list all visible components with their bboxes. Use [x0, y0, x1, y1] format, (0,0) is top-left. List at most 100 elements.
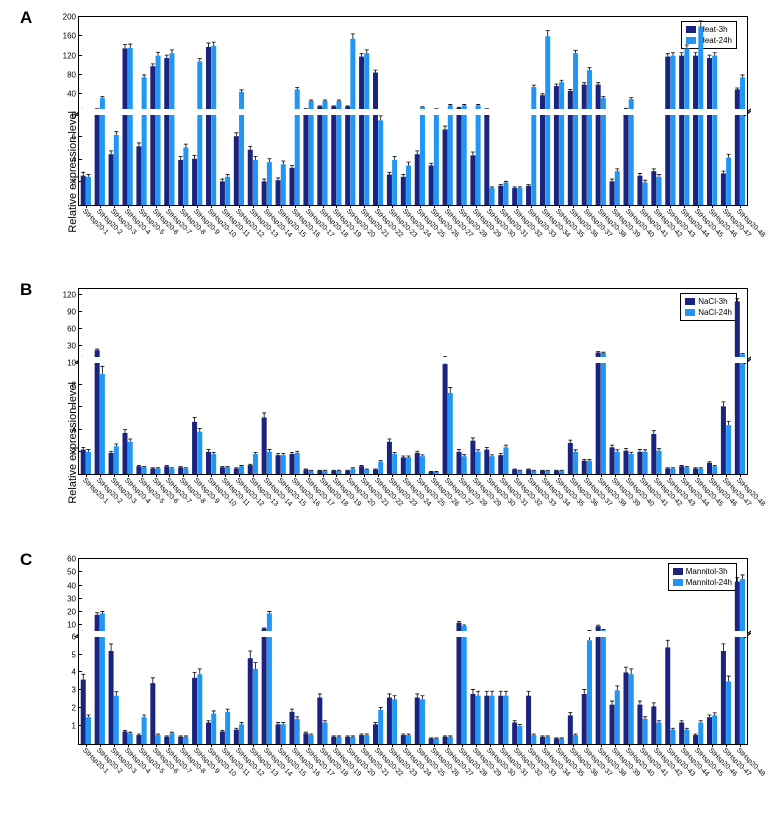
bar	[114, 135, 119, 205]
panel-label: B	[20, 280, 32, 300]
bar	[114, 696, 119, 744]
error-bar	[81, 447, 85, 449]
error-bar	[281, 161, 285, 164]
bar	[281, 455, 286, 474]
bar	[629, 454, 634, 474]
bar	[150, 66, 155, 205]
bar	[596, 626, 601, 744]
bar	[610, 705, 615, 744]
error-bar	[518, 187, 522, 188]
bar	[156, 56, 161, 205]
error-bar	[741, 575, 745, 579]
bar	[86, 452, 91, 474]
error-bar	[240, 465, 244, 466]
bar	[615, 690, 620, 744]
error-bar	[95, 613, 99, 615]
bar	[406, 735, 411, 744]
bar	[136, 146, 141, 205]
error-bar	[281, 453, 285, 455]
error-bar	[206, 450, 210, 452]
error-bar	[184, 144, 188, 147]
y-tick: 80	[67, 70, 79, 79]
error-bar	[504, 445, 508, 447]
error-bar	[499, 185, 503, 186]
error-bar	[568, 440, 572, 443]
error-bar	[379, 707, 383, 710]
bar	[303, 733, 308, 744]
error-bar	[253, 156, 257, 159]
bar	[136, 466, 141, 474]
bar	[490, 456, 495, 474]
y-axis-label: Relative expression level	[67, 111, 79, 233]
y-tick: 4	[72, 425, 79, 434]
error-bar	[387, 694, 391, 698]
bar	[434, 109, 439, 205]
error-bar	[610, 701, 614, 705]
error-bar	[360, 465, 364, 466]
error-bar	[560, 80, 564, 82]
error-bar	[248, 464, 252, 465]
bar	[587, 461, 592, 474]
bar	[392, 699, 397, 744]
bar	[582, 694, 587, 744]
bar	[289, 712, 294, 744]
bar	[498, 455, 503, 474]
error-bar	[694, 53, 698, 56]
bar	[476, 452, 481, 474]
error-bar	[179, 467, 183, 468]
y-tick: 60	[67, 324, 79, 333]
error-bar	[587, 68, 591, 70]
bar	[693, 56, 698, 205]
bar	[540, 737, 545, 744]
bar	[476, 105, 481, 205]
bar	[183, 147, 188, 205]
bar	[122, 433, 127, 474]
error-bar	[741, 353, 745, 354]
bar	[197, 61, 202, 205]
bar	[651, 706, 656, 744]
bar	[401, 457, 406, 474]
bar	[735, 89, 740, 205]
bar	[684, 467, 689, 474]
bar	[197, 432, 202, 474]
bar	[643, 719, 648, 744]
bar	[559, 82, 564, 205]
bar	[517, 726, 522, 744]
error-bar	[401, 175, 405, 177]
bar	[420, 107, 425, 205]
error-bar	[234, 133, 238, 136]
bar	[712, 466, 717, 474]
bar	[503, 447, 508, 474]
bar	[373, 724, 378, 744]
bar	[670, 56, 675, 205]
error-bar	[652, 703, 656, 707]
error-bar	[309, 100, 313, 101]
bar	[665, 647, 670, 744]
error-bar	[86, 450, 90, 452]
error-bar	[100, 611, 104, 613]
bar	[707, 463, 712, 474]
error-bar	[568, 89, 572, 90]
bar	[387, 442, 392, 474]
error-bar	[574, 450, 578, 452]
error-bar	[610, 445, 614, 447]
y-tick: 6	[72, 403, 79, 412]
bar	[470, 441, 475, 474]
bar	[517, 188, 522, 205]
bar	[128, 733, 133, 744]
error-bar	[490, 455, 494, 456]
error-bar	[574, 50, 578, 53]
bar	[448, 105, 453, 205]
error-bar	[407, 456, 411, 457]
y-tick: 90	[67, 307, 79, 316]
bar	[462, 626, 467, 744]
bar	[526, 186, 531, 205]
error-bar	[680, 53, 684, 56]
bar	[401, 177, 406, 205]
bar	[573, 735, 578, 744]
y-tick: 3	[72, 686, 79, 695]
y-tick: 1	[72, 722, 79, 731]
error-bar	[434, 738, 438, 739]
bar	[295, 89, 300, 205]
error-bar	[629, 98, 633, 99]
